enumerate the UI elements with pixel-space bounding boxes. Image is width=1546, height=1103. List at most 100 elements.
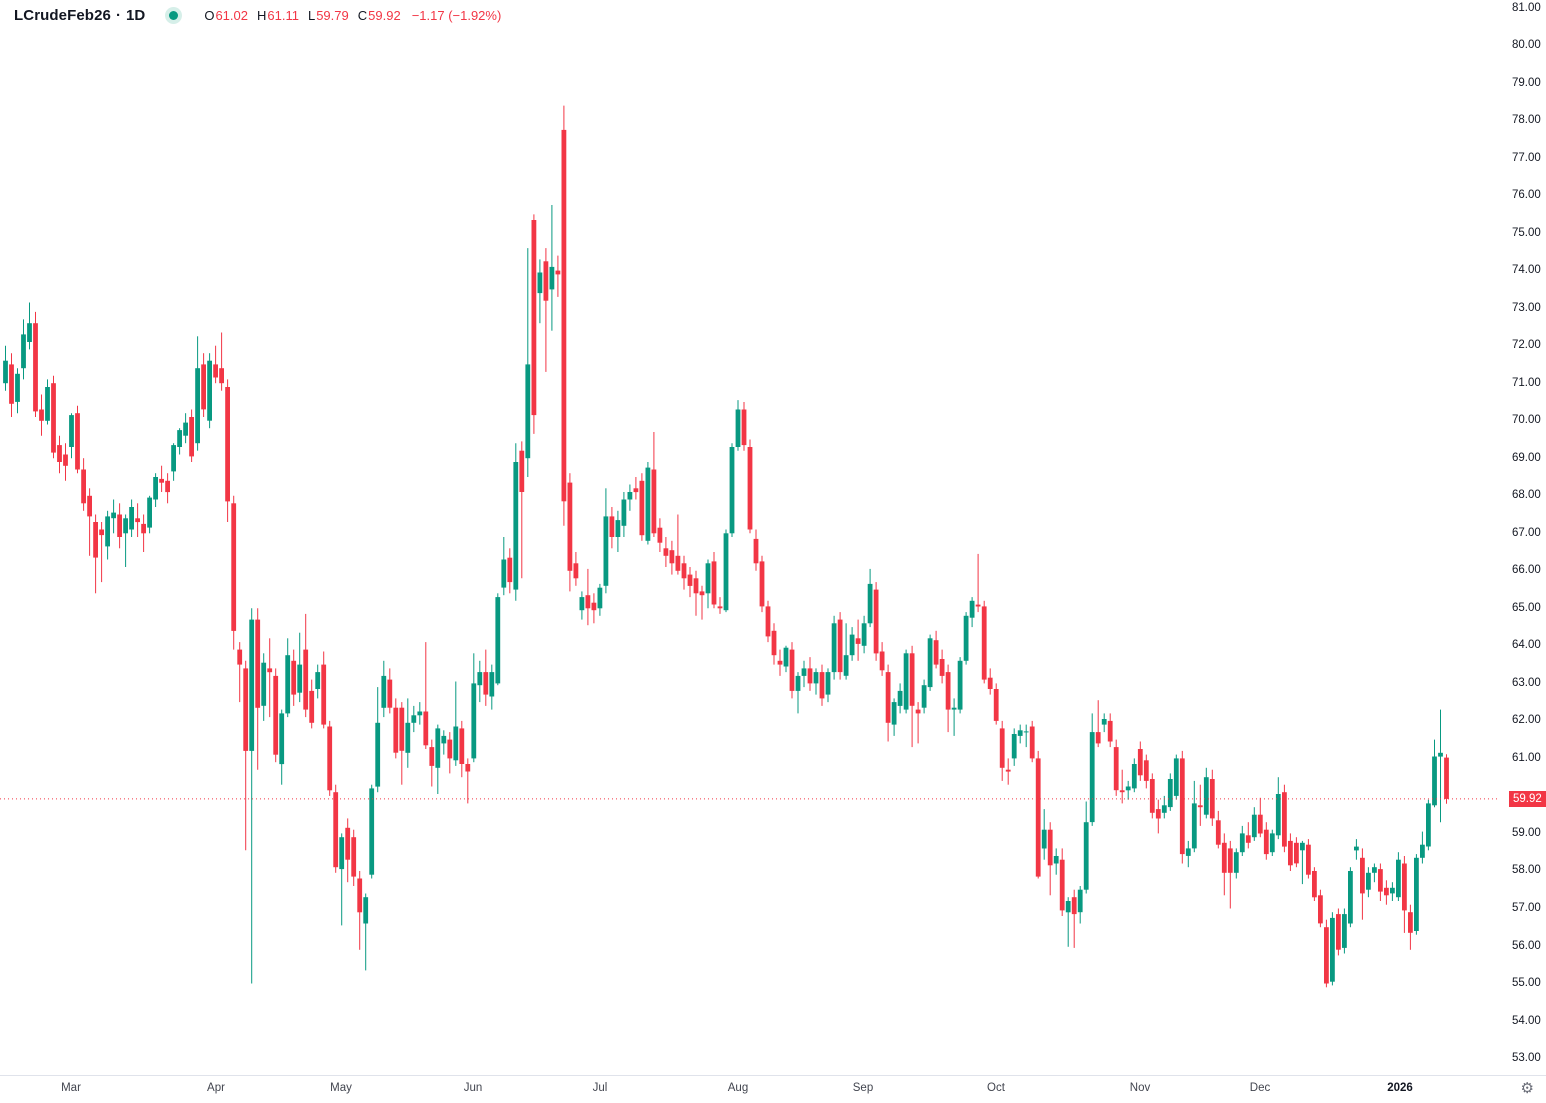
candle-body: [417, 711, 423, 716]
candle-body: [393, 707, 399, 753]
candle: [1239, 825, 1245, 856]
candle: [1095, 700, 1101, 748]
candle-body: [207, 360, 212, 421]
candle-body: [597, 587, 603, 609]
candle-body: [399, 707, 405, 751]
candle: [21, 319, 26, 380]
price-axis-label: 77.00: [1512, 152, 1541, 164]
candle: [453, 681, 459, 766]
candle-body: [345, 827, 351, 860]
candle: [735, 400, 741, 451]
time-axis[interactable]: ⚙ Mar Apr May Jun Jul Aug Sep Oct Nov Dec 2026: [0, 1075, 1546, 1103]
candle: [675, 514, 681, 575]
candle-body: [549, 266, 555, 290]
candle-body: [213, 364, 218, 378]
candle-body: [705, 563, 711, 594]
candle-body: [1047, 829, 1053, 866]
candle-body: [237, 649, 243, 665]
candle: [975, 553, 981, 613]
candle: [627, 484, 633, 511]
candle: [1221, 833, 1227, 896]
candle-body: [1167, 779, 1173, 808]
candle: [489, 664, 495, 710]
candle-body: [939, 659, 945, 676]
candle: [945, 664, 951, 733]
candle: [633, 477, 639, 500]
gear-icon[interactable]: ⚙: [1520, 1080, 1534, 1097]
candle: [939, 649, 945, 684]
candle: [963, 612, 969, 665]
price-axis-label: 55.00: [1512, 977, 1541, 989]
market-status-dot-icon[interactable]: [169, 11, 179, 20]
candle-body: [645, 467, 651, 541]
candle-body: [171, 445, 176, 472]
candle: [159, 465, 164, 492]
candle: [303, 613, 309, 718]
candle: [603, 488, 609, 594]
candle: [1203, 767, 1209, 819]
candle-body: [255, 619, 261, 708]
candle-body: [1372, 867, 1377, 873]
candle: [927, 634, 933, 691]
candle-body: [1312, 871, 1317, 898]
candle: [711, 552, 717, 609]
low-value: L 59.79: [307, 8, 349, 23]
candle: [1035, 750, 1041, 879]
candle: [363, 893, 369, 971]
candle-body: [1173, 758, 1179, 796]
candle-body: [1155, 809, 1161, 819]
candle-body: [507, 557, 513, 583]
candle: [165, 473, 170, 504]
candle: [1384, 880, 1389, 905]
candle-body: [135, 518, 140, 523]
candle-body: [903, 653, 909, 710]
candle: [771, 623, 777, 665]
time-axis-month-label: Oct: [987, 1082, 1005, 1094]
candle-body: [921, 685, 927, 708]
candle-body: [783, 647, 789, 667]
candle-body: [1251, 814, 1257, 838]
candle-body: [423, 711, 429, 746]
candle: [555, 255, 561, 297]
interval-label[interactable]: 1D: [125, 7, 146, 24]
candle: [1041, 809, 1047, 860]
price-axis-label: 56.00: [1512, 940, 1541, 952]
candle-body: [267, 668, 273, 673]
price-axis[interactable]: 81.00 80.00 79.00 78.00 77.00 76.00 75.00 74.00…: [1500, 0, 1546, 1075]
candle-body: [495, 597, 501, 684]
candle-body: [81, 469, 86, 504]
candle: [1209, 769, 1215, 826]
candle: [9, 353, 14, 417]
candle: [105, 510, 110, 560]
high-value: H 61.11: [257, 8, 299, 23]
candle: [801, 660, 807, 688]
candle-body: [1095, 732, 1101, 744]
candle-body: [585, 595, 591, 609]
candle-body: [33, 323, 38, 412]
candle-body: [285, 655, 291, 714]
candle-body: [975, 604, 981, 607]
candle-body: [813, 672, 819, 684]
candle: [1005, 758, 1011, 785]
symbol-title[interactable]: LCrudeFeb26: [14, 7, 111, 24]
candle: [1107, 713, 1113, 748]
candle: [645, 462, 651, 545]
candle-body: [525, 364, 531, 459]
price-axis-label: 75.00: [1512, 227, 1541, 239]
candle-body: [609, 516, 615, 537]
candle-body: [99, 529, 104, 536]
candle-body: [1089, 732, 1095, 823]
candle-body: [147, 497, 152, 528]
price-axis-label: 62.00: [1512, 714, 1541, 726]
candle-body: [501, 559, 507, 588]
candle-body: [999, 728, 1005, 768]
candle-body: [771, 630, 777, 656]
time-axis-month-label: Dec: [1249, 1082, 1271, 1094]
candlestick-chart[interactable]: [0, 0, 1546, 1075]
candle: [399, 702, 405, 785]
candle-body: [963, 615, 969, 661]
candle-body: [1053, 856, 1059, 864]
candle-body: [117, 514, 122, 537]
candle: [213, 345, 218, 384]
candle-body: [63, 454, 68, 466]
